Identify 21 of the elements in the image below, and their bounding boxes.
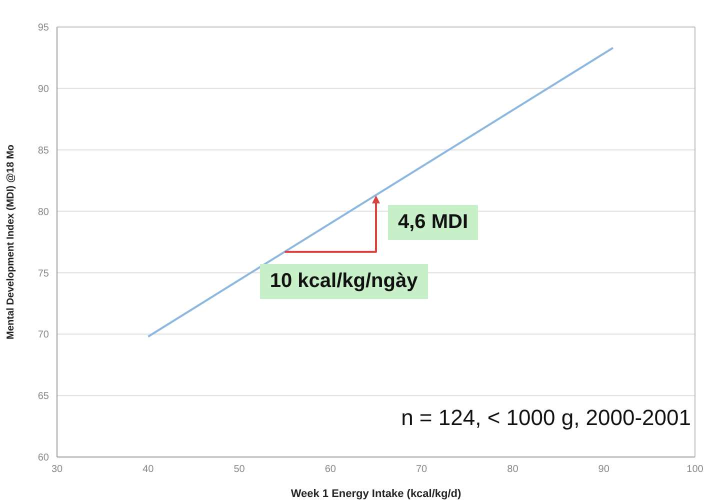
x-tick-label: 90 bbox=[598, 464, 610, 476]
x-tick-label: 100 bbox=[686, 464, 704, 476]
x-tick-label: 30 bbox=[51, 464, 63, 476]
annotation: n = 124, < 1000 g, 2000-2001 bbox=[401, 405, 691, 431]
y-tick-label: 95 bbox=[38, 22, 50, 34]
annotation: 10 kcal/kg/ngày bbox=[260, 264, 428, 299]
y-tick-label: 60 bbox=[38, 452, 50, 464]
y-tick-label: 80 bbox=[38, 206, 50, 218]
y-tick-label: 85 bbox=[38, 145, 50, 156]
y-tick-label: 75 bbox=[38, 268, 50, 280]
x-tick-label: 50 bbox=[234, 464, 246, 476]
y-tick-label: 70 bbox=[38, 330, 50, 341]
x-tick-label: 60 bbox=[324, 464, 336, 476]
x-tick-label: 40 bbox=[142, 464, 154, 476]
x-axis-title: Week 1 Energy Intake (kcal/kg/d) bbox=[290, 488, 462, 500]
y-axis-title: Mental Development Index (MDI) @18 Mo bbox=[6, 144, 17, 340]
y-tick-label: 65 bbox=[38, 391, 50, 402]
annotation: 4,6 MDI bbox=[388, 205, 478, 240]
x-tick-label: 80 bbox=[507, 464, 519, 476]
x-tick-label: 70 bbox=[416, 464, 428, 476]
y-tick-label: 90 bbox=[38, 84, 50, 95]
